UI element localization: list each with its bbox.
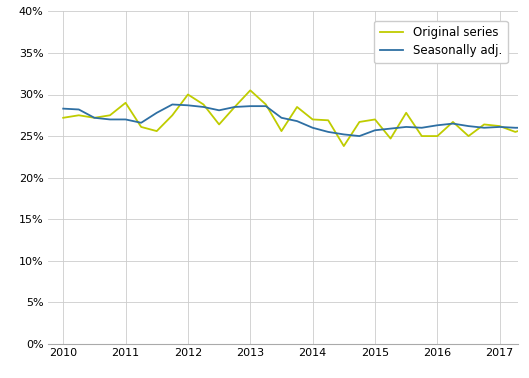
Original series bbox=[60, 116, 66, 120]
Seasonally adj. bbox=[466, 124, 472, 129]
Seasonally adj. bbox=[263, 104, 269, 108]
Original series bbox=[497, 124, 503, 129]
Original series bbox=[169, 113, 176, 118]
Seasonally adj. bbox=[278, 116, 285, 120]
Line: Seasonally adj.: Seasonally adj. bbox=[63, 104, 529, 136]
Original series bbox=[122, 101, 129, 105]
Original series bbox=[325, 118, 331, 122]
Original series bbox=[512, 130, 518, 134]
Original series bbox=[278, 129, 285, 133]
Seasonally adj. bbox=[294, 119, 300, 123]
Original series bbox=[185, 92, 191, 97]
Seasonally adj. bbox=[481, 125, 487, 130]
Original series bbox=[138, 125, 144, 129]
Original series bbox=[247, 88, 253, 93]
Original series bbox=[263, 102, 269, 107]
Original series bbox=[107, 113, 113, 118]
Seasonally adj. bbox=[216, 108, 222, 113]
Seasonally adj. bbox=[153, 110, 160, 115]
Original series bbox=[91, 116, 97, 120]
Seasonally adj. bbox=[325, 130, 331, 134]
Seasonally adj. bbox=[169, 102, 176, 107]
Legend: Original series, Seasonally adj.: Original series, Seasonally adj. bbox=[373, 20, 508, 63]
Seasonally adj. bbox=[372, 128, 378, 133]
Original series bbox=[528, 125, 529, 129]
Original series bbox=[356, 120, 362, 124]
Original series bbox=[372, 117, 378, 122]
Seasonally adj. bbox=[309, 125, 316, 130]
Seasonally adj. bbox=[91, 116, 97, 120]
Original series bbox=[216, 122, 222, 127]
Original series bbox=[76, 113, 82, 118]
Original series bbox=[450, 120, 456, 124]
Seasonally adj. bbox=[418, 125, 425, 130]
Seasonally adj. bbox=[497, 125, 503, 129]
Original series bbox=[387, 136, 394, 141]
Seasonally adj. bbox=[434, 123, 441, 127]
Seasonally adj. bbox=[528, 125, 529, 130]
Original series bbox=[418, 134, 425, 138]
Original series bbox=[341, 144, 347, 148]
Original series bbox=[434, 134, 441, 138]
Seasonally adj. bbox=[200, 105, 207, 109]
Original series bbox=[466, 134, 472, 138]
Seasonally adj. bbox=[138, 121, 144, 125]
Seasonally adj. bbox=[107, 117, 113, 122]
Original series bbox=[403, 110, 409, 115]
Seasonally adj. bbox=[60, 106, 66, 111]
Seasonally adj. bbox=[387, 126, 394, 131]
Original series bbox=[232, 105, 238, 109]
Seasonally adj. bbox=[185, 103, 191, 108]
Seasonally adj. bbox=[122, 117, 129, 122]
Seasonally adj. bbox=[356, 134, 362, 138]
Seasonally adj. bbox=[232, 105, 238, 109]
Seasonally adj. bbox=[512, 125, 518, 130]
Original series bbox=[481, 122, 487, 127]
Original series bbox=[294, 105, 300, 109]
Seasonally adj. bbox=[341, 132, 347, 137]
Original series bbox=[309, 117, 316, 122]
Seasonally adj. bbox=[247, 104, 253, 108]
Seasonally adj. bbox=[403, 125, 409, 129]
Seasonally adj. bbox=[450, 121, 456, 126]
Seasonally adj. bbox=[76, 107, 82, 112]
Original series bbox=[200, 102, 207, 107]
Line: Original series: Original series bbox=[63, 90, 529, 146]
Original series bbox=[153, 129, 160, 133]
